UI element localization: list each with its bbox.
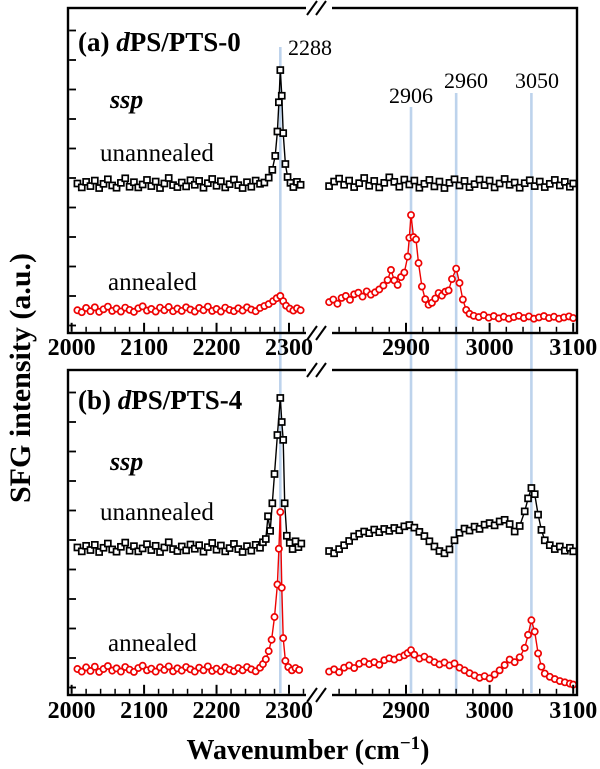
panel-b-annealed-label: annealed xyxy=(108,630,197,657)
peak-label-3050: 3050 xyxy=(515,68,559,93)
x-tick-label-a-2200: 2200 xyxy=(193,335,241,361)
series-b-annealed xyxy=(73,508,578,689)
x-tick-label-b-2100: 2100 xyxy=(120,698,168,724)
axis-break-slash xyxy=(306,0,318,16)
axis-break-slash xyxy=(315,0,327,16)
axis-break-slash xyxy=(315,325,327,341)
y-axis-title: SFG intensity (a.u.) xyxy=(4,253,37,503)
peak-label-2288: 2288 xyxy=(288,35,332,60)
panel-b-annotations: (b) dPS/PTS-4 ssp unannealed annealed xyxy=(78,385,242,657)
axis-break-slash xyxy=(315,362,327,378)
panel-a-title: (a) dPS/PTS-0 xyxy=(78,27,241,57)
panel-a-annotations: (a) dPS/PTS-0 ssp unannealed annealed xyxy=(78,27,241,296)
panel-b-title: (b) dPS/PTS-4 xyxy=(78,385,242,415)
panel-a-frame xyxy=(66,0,579,341)
axis-break-gap xyxy=(306,366,332,374)
x-tick-label-b-3100: 3100 xyxy=(549,698,597,724)
panel-b-unannealed-label: unannealed xyxy=(100,499,214,526)
x-tick-label-a-3000: 3000 xyxy=(466,335,514,361)
peak-label-2906: 2906 xyxy=(389,83,433,108)
x-tick-label-a-3100: 3100 xyxy=(549,335,597,361)
panel-b-polarization-label: ssp xyxy=(109,447,143,476)
x-axis-title: Wavenumber (cm−1) xyxy=(186,733,429,766)
axis-break-gap xyxy=(306,4,332,12)
x-tick-label-a-2100: 2100 xyxy=(120,335,168,361)
axis-break-slash xyxy=(306,687,318,703)
panel-b-x-tick-labels: 2000 2100 2200 2300 2900 3000 3100 xyxy=(48,698,598,724)
axis-break-gap xyxy=(306,691,332,699)
axis-break-slash xyxy=(306,362,318,378)
x-tick-label-b-2000: 2000 xyxy=(48,698,96,724)
axis-break-slash xyxy=(306,325,318,341)
x-tick-label-b-2900: 2900 xyxy=(382,698,430,724)
x-tick-label-a-2000: 2000 xyxy=(48,335,96,361)
x-tick-label-b-3000: 3000 xyxy=(466,698,514,724)
peak-label-2960: 2960 xyxy=(444,68,488,93)
x-tick-label-b-2200: 2200 xyxy=(193,698,241,724)
series-a-annealed-line-right xyxy=(328,214,574,320)
series-a-unannealed xyxy=(73,66,578,192)
panel-a-unannealed-label: unannealed xyxy=(100,140,214,167)
panel-a-annealed-label: annealed xyxy=(108,269,197,296)
panel-a-polarization-label: ssp xyxy=(109,85,143,114)
axis-break-gap xyxy=(306,329,332,337)
x-tick-label-b-2300: 2300 xyxy=(265,698,313,724)
axis-break-slash xyxy=(315,687,327,703)
x-tick-label-a-2900: 2900 xyxy=(382,335,430,361)
panel-a-x-tick-labels: 2000 2100 2200 2300 2900 3000 3100 xyxy=(48,335,598,361)
x-tick-label-a-2300: 2300 xyxy=(265,335,313,361)
series-b-unannealed xyxy=(73,394,578,558)
series-a-annealed xyxy=(73,211,578,323)
peak-labels: 2288 2906 2960 3050 xyxy=(288,35,559,108)
panel-b-frame xyxy=(66,362,579,703)
